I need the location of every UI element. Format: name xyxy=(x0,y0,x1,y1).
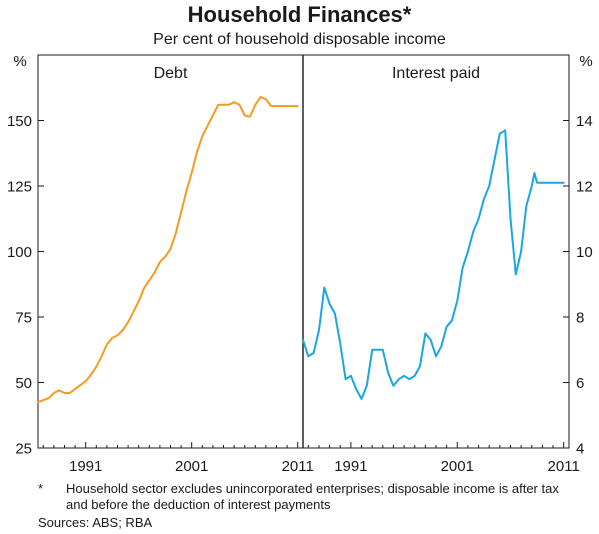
debt-panel: Debt% 25 50 75 100 125 150 1991 2001 2011 xyxy=(7,53,314,475)
interest-paid-x-tick-label: 1991 xyxy=(334,458,367,475)
interest-paid-y-tick-label: 6 xyxy=(576,375,584,392)
interest-paid-panel-title: Interest paid xyxy=(392,65,480,82)
debt-y-tick-label: 75 xyxy=(15,310,32,327)
interest-paid-y-tick-label: 14 xyxy=(576,113,593,130)
footnote-text: Household sector excludes unincorporated… xyxy=(66,481,559,512)
interest-paid-y-tick-label: 12 xyxy=(576,179,593,196)
debt-y-tick-label: 50 xyxy=(15,375,32,392)
interest-paid-y-tick-label: 10 xyxy=(576,244,593,261)
debt-x-tick-label: 2001 xyxy=(175,458,208,475)
debt-y-tick-label: 125 xyxy=(7,179,32,196)
debt-series-line xyxy=(37,95,299,404)
interest-paid-y-tick-label: 8 xyxy=(576,310,584,327)
debt-y-tick-label: 150 xyxy=(7,113,32,130)
interest-paid-series-line xyxy=(302,129,565,400)
interest-paid-x-tick-label: 2001 xyxy=(441,458,474,475)
debt-y-tick-label: 100 xyxy=(7,244,32,261)
interest-paid-y-tick-label: 4 xyxy=(576,441,584,458)
interest-paid-x-tick-label: 2011 xyxy=(548,458,580,475)
sources-note: Sources: ABS; RBA xyxy=(38,515,153,530)
interest-paid-y-unit: % xyxy=(579,53,592,70)
debt-y-tick-label: 25 xyxy=(15,441,32,458)
chart-subtitle: Per cent of household disposable income xyxy=(153,31,446,48)
debt-x-tick-label: 2011 xyxy=(282,458,314,475)
footnote-marker: * xyxy=(38,481,44,496)
debt-x-tick-label: 1991 xyxy=(69,458,102,475)
chart-title: Household Finances* xyxy=(187,2,412,27)
chart-frame xyxy=(37,54,570,449)
debt-y-unit: % xyxy=(13,53,26,70)
footnote: * Household sector excludes unincorporat… xyxy=(38,481,578,512)
interest-paid-panel: Interest paid% 4 6 8 10 12 14 1991 2001 2011 xyxy=(302,53,593,475)
debt-panel-title: Debt xyxy=(154,65,188,82)
